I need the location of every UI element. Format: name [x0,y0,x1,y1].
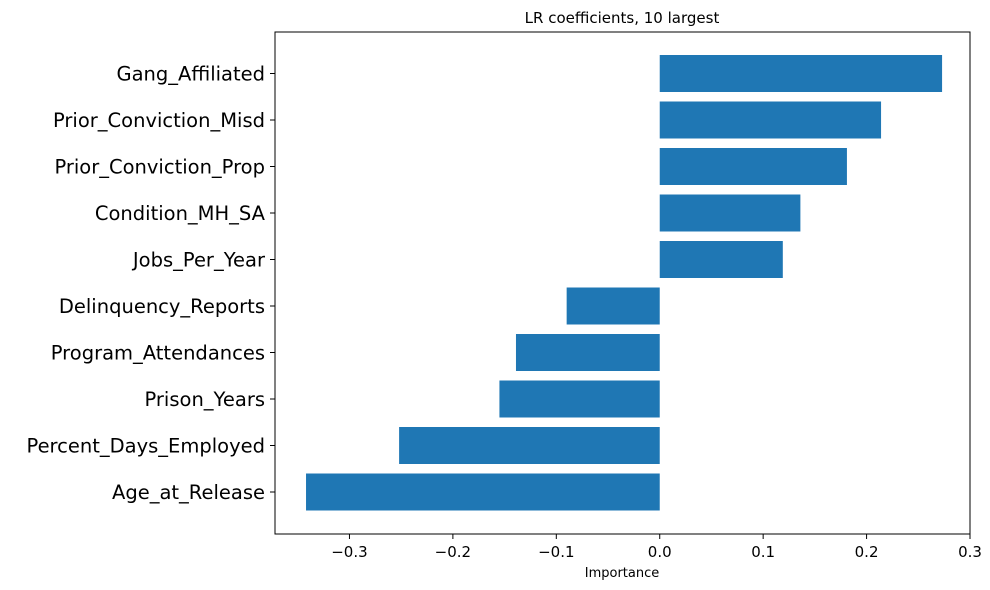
y-tick-label: Delinquency_Reports [59,295,265,318]
bar-percent-days-employed [399,427,660,464]
y-tick-label: Jobs_Per_Year [131,249,266,272]
bar-condition-mh-sa [659,194,801,232]
bar-prior-conviction-prop [659,148,847,185]
bar-prior-conviction-misd [659,101,882,139]
y-tick-label: Prior_Conviction_Prop [54,156,265,179]
x-tick-label: 0.2 [855,543,879,561]
y-tick-label: Gang_Affiliated [116,63,265,86]
bar-jobs-per-year [659,241,783,278]
y-tick-labels: Gang_Affiliated Prior_Conviction_Misd Prio… [27,63,275,504]
x-tick-label: −0.2 [435,543,471,561]
x-tick-label: 0.1 [751,543,775,561]
x-axis-ticks: −0.3 −0.2 −0.1 0.0 0.1 0.2 0.3 [331,534,982,561]
x-tick-label: −0.3 [331,543,367,561]
y-tick-label: Percent_Days_Employed [27,435,266,458]
x-axis-label: Importance [585,566,660,581]
x-tick-label: 0.0 [648,543,672,561]
bar-program-attendances [515,334,660,371]
x-tick-label: −0.1 [538,543,574,561]
y-tick-label: Prior_Conviction_Misd [53,109,265,132]
bar-delinquency-reports [566,287,660,325]
y-tick-label: Prison_Years [145,388,266,411]
bar-gang-affiliated [659,55,943,92]
plot-frame [274,31,971,535]
bar-age-at-release [306,473,660,511]
y-tick-label: Condition_MH_SA [95,202,266,225]
y-tick-label: Program_Attendances [51,342,265,365]
chart-title: LR coefficients, 10 largest [525,9,720,27]
y-tick-label: Age_at_Release [112,481,265,504]
bar-prison-years [499,380,660,418]
x-tick-label: 0.3 [958,543,982,561]
bars-group [306,55,943,511]
